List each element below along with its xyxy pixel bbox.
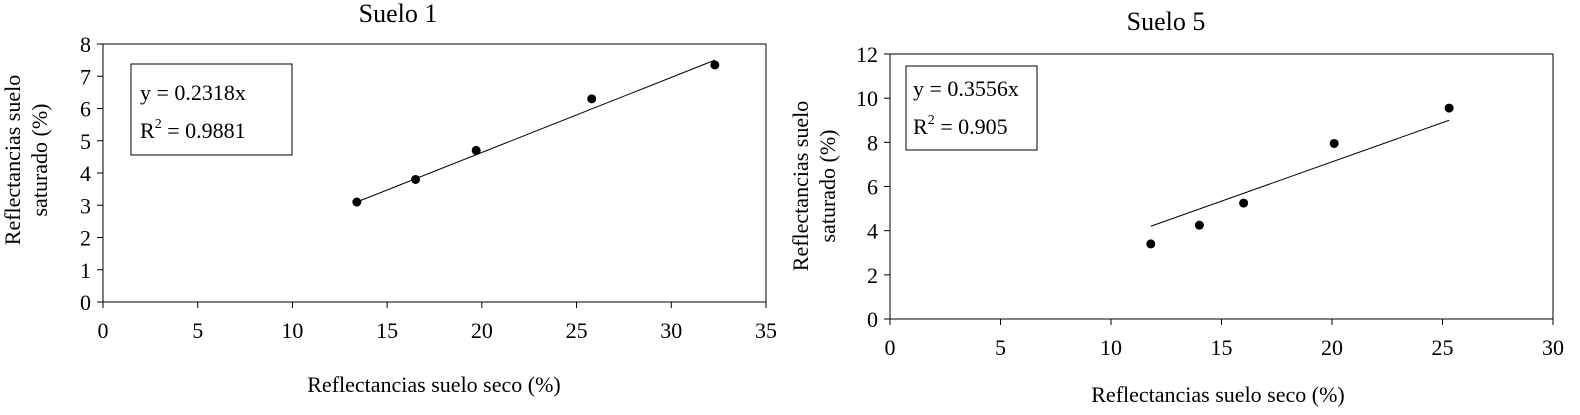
data-point <box>411 174 421 184</box>
y-axis-label-line-1: Reflectancias suelo <box>0 75 25 245</box>
x-tick-label: 0 <box>98 318 109 343</box>
r2-prefix: R <box>913 114 928 139</box>
y-tick-label: 7 <box>80 64 91 89</box>
x-tick-label: 30 <box>1542 335 1564 360</box>
equation-box <box>905 65 1038 151</box>
x-tick-label: 0 <box>885 335 896 360</box>
x-axis-label: Reflectancias suelo seco (%) <box>1091 382 1345 407</box>
equation-box <box>130 63 293 156</box>
y-tick-label: 5 <box>80 129 91 154</box>
chart-title: Suelo 5 <box>1127 7 1206 36</box>
data-point <box>471 145 481 155</box>
data-point <box>710 60 720 70</box>
x-tick-label: 25 <box>1432 335 1454 360</box>
y-tick-label: 6 <box>80 97 91 122</box>
equation-label: y = 0.3556x <box>913 76 1019 101</box>
data-series <box>1146 103 1454 249</box>
x-tick-label: 5 <box>192 318 203 343</box>
x-tick-label: 10 <box>281 318 303 343</box>
y-axis: 0 2 4 6 8 10 12 <box>856 42 890 332</box>
data-point <box>352 197 362 207</box>
chart-suelo-1: Suelo 1 0 1 2 3 4 5 6 7 8 0 5 10 15 20 25 30 35 y = 0.2… <box>0 0 777 397</box>
y-tick-label: 6 <box>867 175 878 200</box>
y-axis-label-line-1: Reflectancias suelo <box>788 101 813 271</box>
data-point <box>1329 138 1339 148</box>
r2-value: = 0.905 <box>935 114 1008 139</box>
y-tick-label: 3 <box>80 193 91 218</box>
x-tick-label: 20 <box>1321 335 1343 360</box>
x-tick-label: 20 <box>471 318 493 343</box>
x-axis-label: Reflectancias suelo seco (%) <box>307 372 561 397</box>
y-tick-label: 8 <box>867 130 878 155</box>
y-tick-label: 2 <box>867 263 878 288</box>
x-tick-label: 15 <box>376 318 398 343</box>
x-tick-label: 10 <box>1100 335 1122 360</box>
x-tick-label: 25 <box>566 318 588 343</box>
data-series <box>352 60 720 207</box>
trendline <box>356 59 716 203</box>
data-point <box>1444 103 1454 113</box>
trendline <box>1150 119 1450 227</box>
data-point <box>1239 198 1249 208</box>
data-point <box>1194 220 1204 230</box>
y-tick-label: 12 <box>856 42 878 67</box>
r-squared-label: R2 = 0.905 <box>913 113 1008 139</box>
r-squared-label: R2 = 0.9881 <box>140 117 246 143</box>
data-point <box>587 94 597 104</box>
y-tick-label: 0 <box>867 307 878 332</box>
y-tick-label: 4 <box>867 219 878 244</box>
y-axis-label-line-2: saturado (%) <box>815 129 840 242</box>
x-axis: 0 5 10 15 20 25 30 <box>885 319 1564 360</box>
y-tick-label: 0 <box>80 290 91 315</box>
y-tick-label: 8 <box>80 32 91 57</box>
r2-superscript: 2 <box>928 113 935 128</box>
data-point <box>1146 239 1156 249</box>
r2-prefix: R <box>140 118 155 143</box>
y-tick-label: 2 <box>80 226 91 251</box>
r2-value: = 0.9881 <box>162 118 246 143</box>
equation-label: y = 0.2318x <box>140 80 246 105</box>
x-tick-label: 30 <box>660 318 682 343</box>
x-tick-label: 35 <box>755 318 777 343</box>
y-axis: 0 1 2 3 4 5 6 7 8 <box>80 32 103 315</box>
y-axis-label-line-2: saturado (%) <box>27 103 52 216</box>
chart-suelo-5: Suelo 5 0 2 4 6 8 10 12 0 5 10 15 20 25 30 y = 0.355… <box>788 7 1564 407</box>
y-tick-label: 10 <box>856 86 878 111</box>
r2-superscript: 2 <box>155 117 162 132</box>
x-tick-label: 15 <box>1211 335 1233 360</box>
x-tick-label: 5 <box>995 335 1006 360</box>
x-axis: 0 5 10 15 20 25 30 35 <box>98 302 777 343</box>
chart-title: Suelo 1 <box>359 0 438 28</box>
y-tick-label: 4 <box>80 161 91 186</box>
y-tick-label: 1 <box>80 258 91 283</box>
